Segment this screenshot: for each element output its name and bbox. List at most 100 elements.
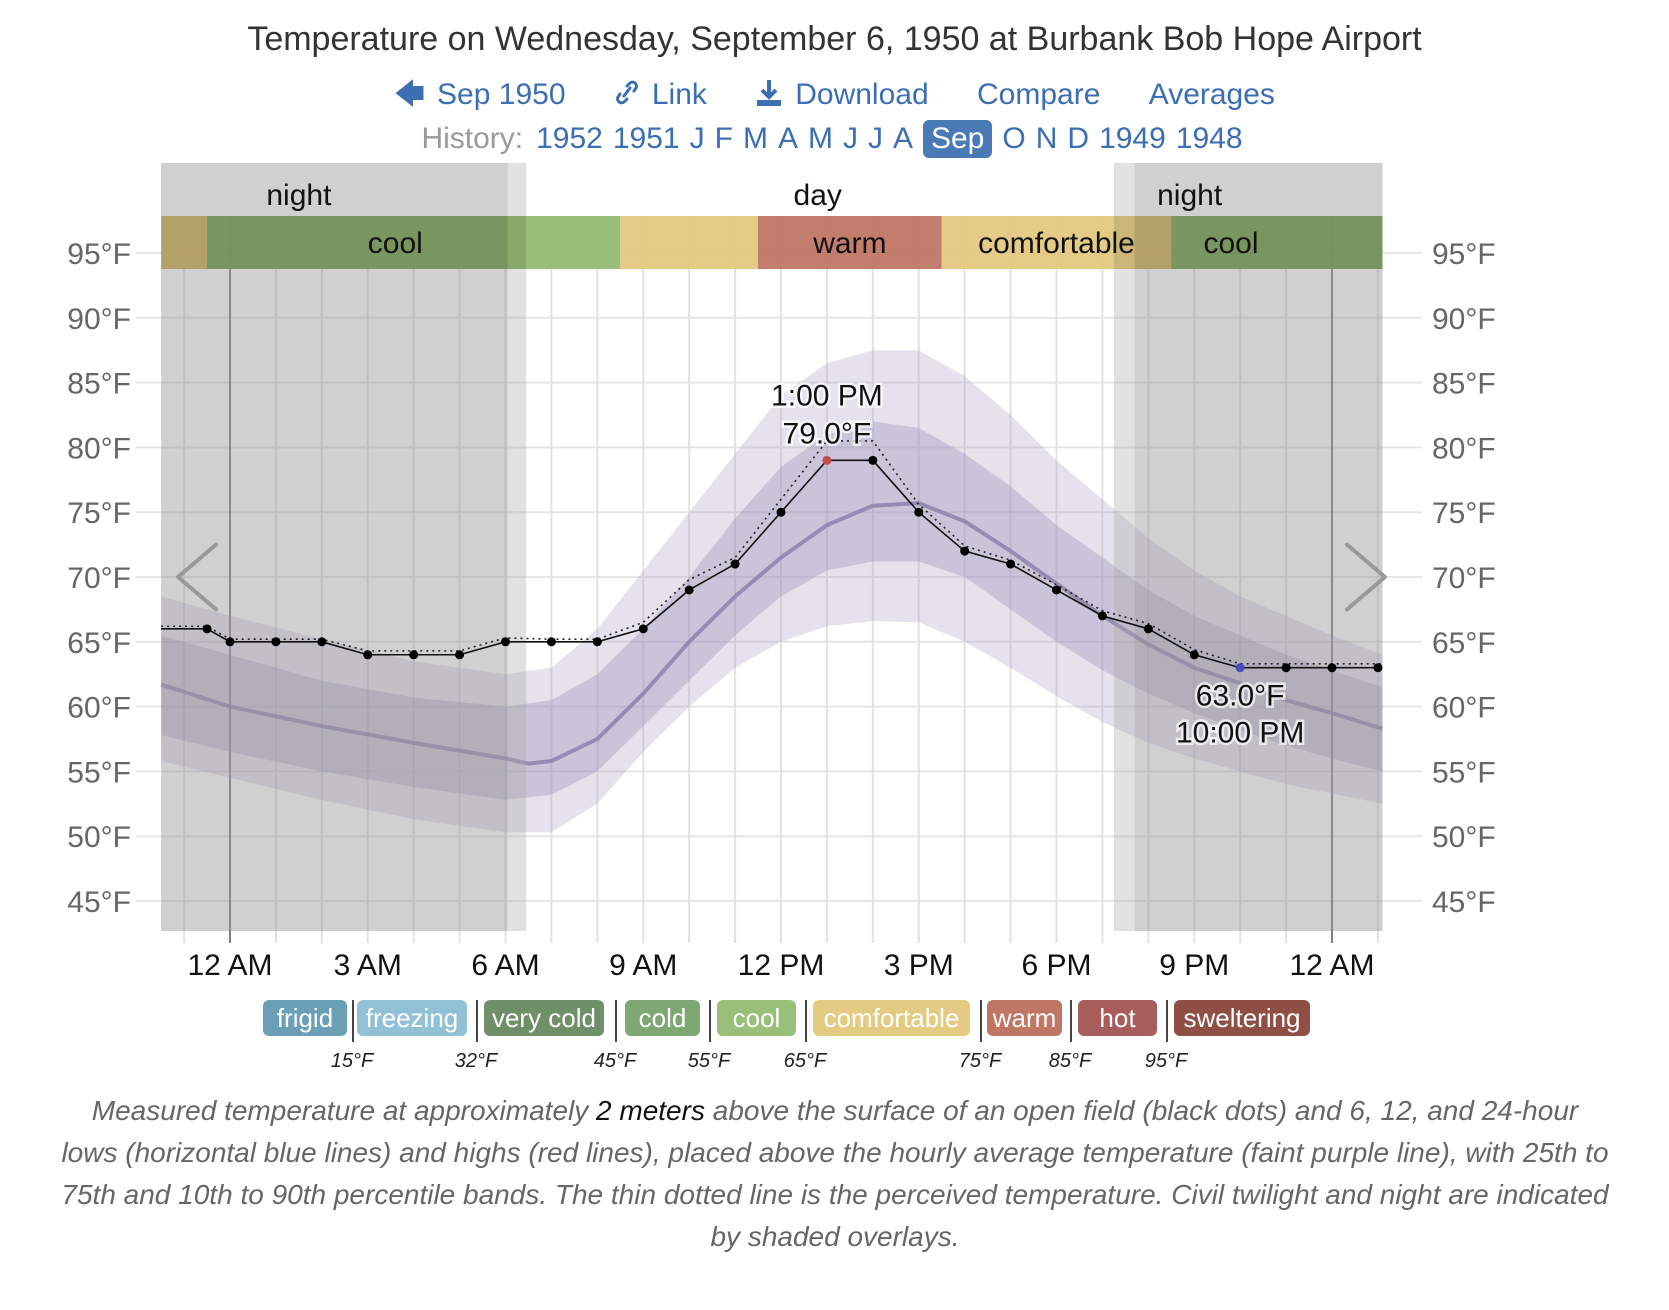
legend-threshold: 45°F [593, 1050, 637, 1072]
legend-divider [476, 1000, 478, 1042]
measured-point [822, 455, 832, 465]
compare-link[interactable]: Compare [977, 78, 1101, 111]
history-label: History: [421, 122, 524, 155]
comfort-segment [941, 216, 1172, 269]
legend-divider [709, 1000, 711, 1042]
measured-point [1143, 624, 1153, 634]
averages-link[interactable]: Averages [1148, 78, 1275, 111]
history-item[interactable]: M [742, 122, 768, 155]
x-tick-label: 6 PM [1021, 949, 1091, 982]
comfort-night-shade [1113, 216, 1135, 269]
night-overlay [1134, 163, 1383, 931]
comfort-label: comfortable [978, 227, 1135, 260]
legend-item: comfortable [813, 1000, 970, 1036]
measured-point [363, 650, 373, 660]
y-tick-label-right: 55°F [1432, 756, 1496, 789]
history-item[interactable]: D [1067, 122, 1090, 155]
history-item[interactable]: Sep [922, 120, 993, 158]
caption-text-1: Measured temperature at approximately [91, 1095, 597, 1126]
measured-point [455, 650, 465, 660]
legend-item: warm [987, 1000, 1062, 1036]
comfort-night-shade [507, 216, 527, 269]
history-item[interactable]: N [1035, 122, 1058, 155]
y-tick-label-right: 75°F [1432, 497, 1496, 530]
legend-item: very cold [484, 1000, 604, 1036]
caption-bold: 2 meters [596, 1095, 705, 1126]
measured-point [225, 637, 235, 647]
chevron-left-icon[interactable] [176, 542, 218, 612]
y-tick-label-right: 70°F [1432, 562, 1496, 595]
history-bar: History: 1952 1951 J F M A M J J A Sep O N D 1949 1948 [0, 120, 1669, 158]
daylight-label: day [794, 179, 842, 212]
y-tick-label-left: 55°F [67, 756, 131, 789]
legend-divider [805, 1000, 807, 1042]
history-item[interactable]: 1952 [536, 122, 603, 155]
prev-month-label: Sep 1950 [437, 78, 566, 111]
measured-point [1097, 611, 1107, 621]
history-item[interactable]: M [807, 122, 833, 155]
legend-threshold: 32°F [454, 1050, 498, 1072]
legend-divider [352, 1000, 354, 1042]
y-tick-label-left: 90°F [67, 303, 131, 336]
nav-bar: 🡄 Sep 1950 Link Download Compare Averages [0, 72, 1669, 123]
night-overlay [161, 163, 508, 931]
perceived-line [161, 440, 1383, 665]
history-item[interactable]: J [842, 122, 858, 155]
history-item[interactable]: J [689, 122, 705, 155]
history-item[interactable]: O [1002, 122, 1026, 155]
y-tick-label-left: 80°F [67, 432, 131, 465]
measured-point [1235, 663, 1245, 673]
arrow-left-icon: 🡄 [394, 78, 426, 111]
measured-point [1327, 663, 1337, 673]
x-tick-label: 12 PM [738, 949, 825, 982]
band-25-75 [161, 421, 1383, 800]
history-item[interactable]: J [867, 122, 883, 155]
twilight-overlay [507, 163, 527, 931]
comfort-segment [161, 216, 208, 269]
comfort-label: cool [368, 227, 423, 260]
chart-caption: Measured temperature at approximately 2 … [60, 1090, 1610, 1258]
legend-item: hot [1078, 1000, 1157, 1036]
y-tick-label-right: 80°F [1432, 432, 1496, 465]
x-tick-label: 3 AM [334, 949, 402, 982]
measured-point [914, 507, 924, 517]
high-time-label: 1:00 PM [771, 379, 883, 412]
legend-divider [1070, 1000, 1072, 1042]
history-item[interactable]: 1949 [1099, 122, 1166, 155]
link-button[interactable]: Link [614, 78, 707, 112]
legend-threshold: 85°F [1048, 1050, 1092, 1072]
history-item[interactable]: A [892, 122, 913, 155]
twilight-overlay [1113, 163, 1135, 931]
measured-point [960, 546, 970, 556]
x-tick-label: 12 AM [187, 949, 272, 982]
link-icon [614, 78, 640, 112]
comfort-night-shade [1134, 216, 1383, 269]
temperature-legend: frigid freezing very cold cold cool comfortab… [0, 1000, 1669, 1080]
legend-divider [980, 1000, 982, 1042]
y-tick-label-left: 60°F [67, 692, 131, 725]
y-tick-label-right: 45°F [1432, 886, 1496, 919]
measured-point [501, 637, 510, 647]
download-button[interactable]: Download [755, 78, 929, 112]
measured-point [684, 585, 694, 595]
legend-threshold: 95°F [1144, 1050, 1188, 1072]
legend-item: frigid [263, 1000, 347, 1036]
daylight-label: night [266, 179, 332, 212]
comfort-segment [207, 216, 621, 269]
x-tick-label: 9 AM [609, 949, 677, 982]
measured-point [1052, 585, 1061, 595]
history-item[interactable]: 1951 [612, 122, 680, 155]
caption-text-2: above the surface of an open field (blac… [61, 1095, 1609, 1252]
legend-threshold: 65°F [783, 1050, 827, 1072]
history-item[interactable]: A [777, 122, 798, 155]
comfort-segment [1171, 216, 1383, 269]
chevron-right-icon[interactable] [1345, 542, 1387, 612]
prev-month-link[interactable]: 🡄 Sep 1950 [394, 72, 565, 123]
measured-point [592, 637, 602, 647]
history-item[interactable]: F [714, 122, 733, 155]
measured-point [271, 637, 281, 647]
measured-point [776, 507, 786, 517]
history-item[interactable]: 1948 [1175, 122, 1243, 155]
legend-threshold: 15°F [330, 1050, 374, 1072]
measured-point [1373, 663, 1383, 673]
